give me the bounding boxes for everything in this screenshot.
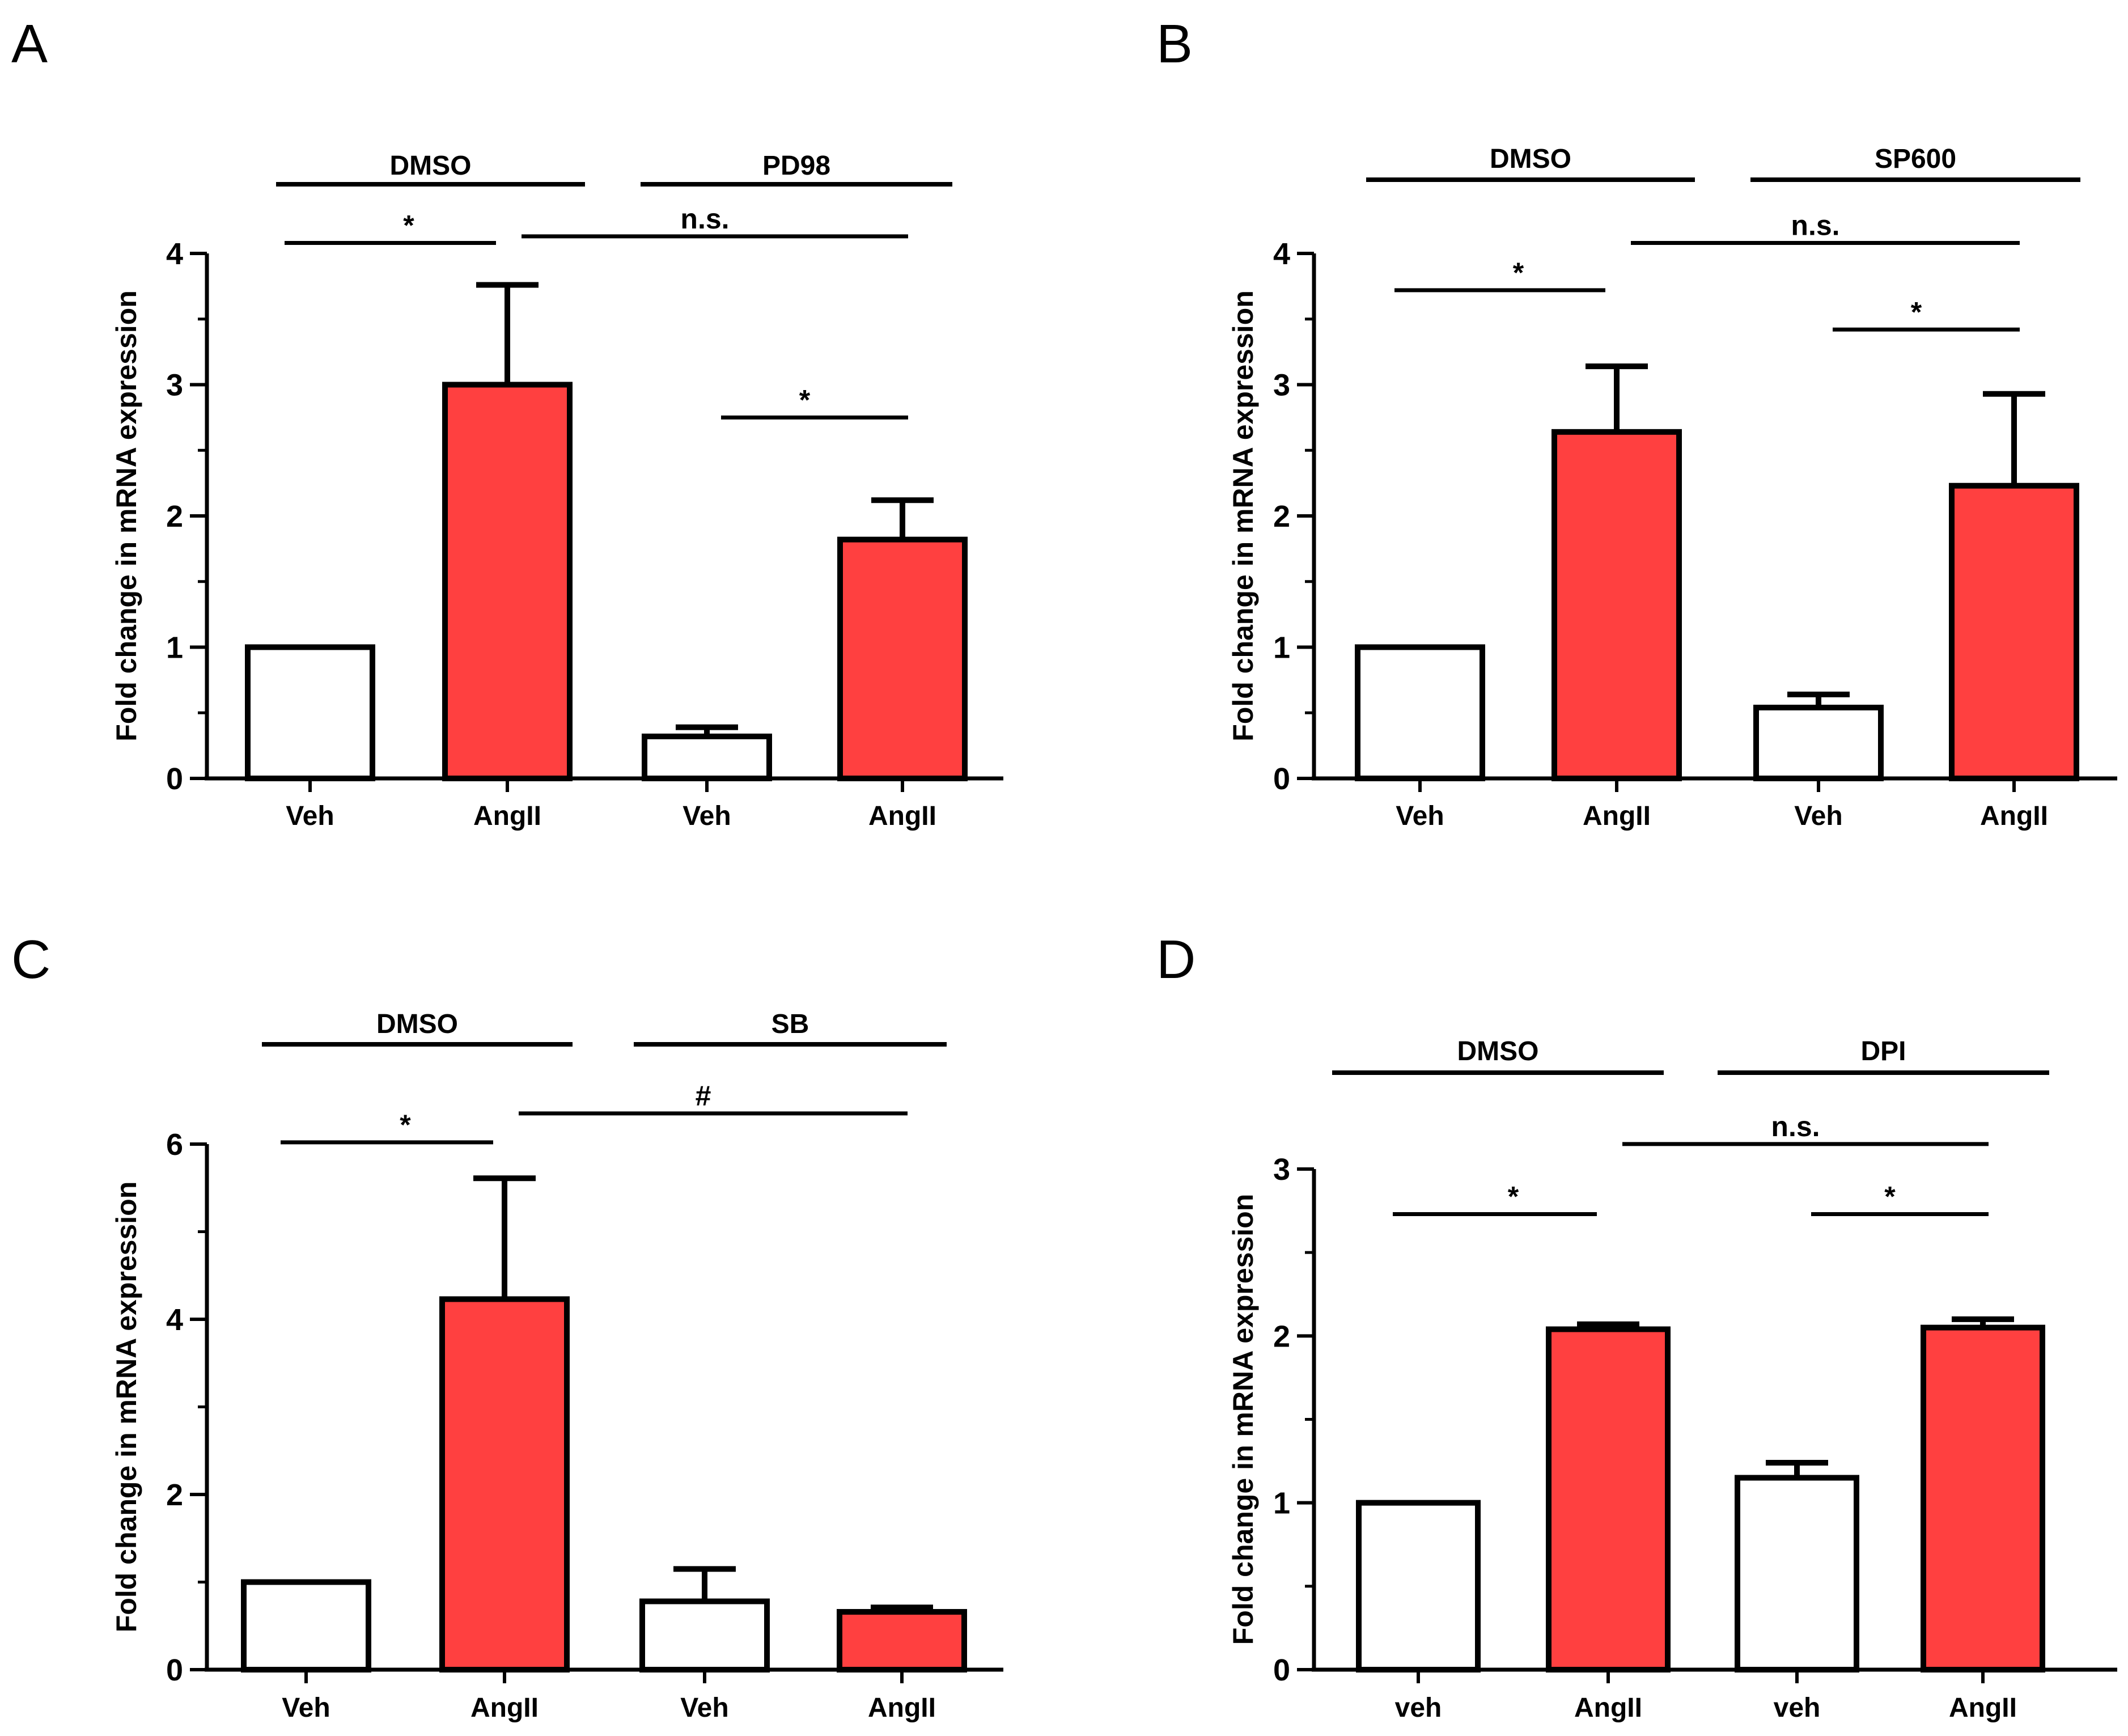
y-tick-label: 4 xyxy=(166,1303,183,1337)
x-category-label: AngII xyxy=(1980,801,2048,831)
panel-letter: C xyxy=(11,929,50,990)
y-axis-label: Fold change in mRNA expression xyxy=(111,290,142,742)
panel-c: C 0 2 4 6 Fold change in mRNA expression Veh An… xyxy=(11,929,1003,1723)
y-tick-label: 3 xyxy=(1273,369,1290,403)
panel-letter: A xyxy=(11,14,48,74)
x-category-label: veh xyxy=(1774,1693,1821,1723)
y-axis-label: Fold change in mRNA expression xyxy=(111,1182,142,1633)
bar xyxy=(1356,1500,1481,1673)
bar xyxy=(1921,1324,2045,1673)
panel-a: A 0 1 2 3 4 Fold change in mRNA expression Veh A… xyxy=(11,14,1003,831)
x-category-label: Veh xyxy=(680,1693,728,1723)
bar xyxy=(1355,644,1485,781)
significance-label: * xyxy=(400,1109,411,1141)
group-label: DMSO xyxy=(390,151,472,181)
x-category-label: AngII xyxy=(1574,1693,1642,1723)
x-category-label: Veh xyxy=(683,801,731,831)
group-label: SB xyxy=(771,1009,809,1039)
significance-label: * xyxy=(1508,1180,1519,1212)
x-category-label: Veh xyxy=(1396,801,1444,831)
bar xyxy=(1546,1326,1671,1673)
y-tick-label: 2 xyxy=(166,499,183,533)
y-tick-label: 2 xyxy=(166,1478,183,1512)
bar xyxy=(1735,1475,1859,1673)
bar xyxy=(837,1609,967,1673)
y-tick-label: 3 xyxy=(166,369,183,403)
x-category-label: veh xyxy=(1395,1693,1442,1723)
y-tick-label: 0 xyxy=(166,1653,183,1687)
y-tick-label: 1 xyxy=(166,631,183,665)
y-tick-label: 0 xyxy=(1273,1653,1290,1687)
x-category-label: AngII xyxy=(1949,1693,2017,1723)
group-label: DPI xyxy=(1860,1036,1906,1066)
bar xyxy=(442,382,573,781)
panel-letter: B xyxy=(1156,14,1193,74)
x-category-label: Veh xyxy=(286,801,334,831)
y-tick-label: 2 xyxy=(1273,1319,1290,1353)
x-category-label: Veh xyxy=(1794,801,1842,831)
x-category-label: AngII xyxy=(1583,801,1651,831)
bar xyxy=(642,733,772,782)
bar xyxy=(1753,704,1884,781)
y-tick-label: 6 xyxy=(166,1128,183,1162)
x-category-label: AngII xyxy=(470,1693,539,1723)
panel-b: B 0 1 2 3 4 Fold change in mRNA expression Veh A… xyxy=(1156,14,2117,831)
panel-letter: D xyxy=(1156,929,1196,990)
y-tick-label: 3 xyxy=(1273,1153,1290,1187)
y-tick-label: 1 xyxy=(1273,631,1290,665)
significance-label: * xyxy=(1884,1180,1896,1212)
y-tick-label: 0 xyxy=(166,762,183,796)
bar xyxy=(1552,429,1682,781)
y-axis-label: Fold change in mRNA expression xyxy=(1227,290,1259,742)
y-tick-label: 2 xyxy=(1273,499,1290,533)
x-category-label: AngII xyxy=(868,1693,936,1723)
bar xyxy=(439,1296,570,1673)
y-tick-label: 4 xyxy=(1273,237,1290,271)
significance-label: # xyxy=(696,1080,711,1112)
significance-label: n.s. xyxy=(680,203,729,235)
y-tick-label: 1 xyxy=(1273,1487,1290,1521)
group-label: SP600 xyxy=(1875,144,1956,174)
y-tick-label: 0 xyxy=(1273,762,1290,796)
group-label: DMSO xyxy=(376,1009,458,1039)
bar xyxy=(639,1598,770,1673)
significance-label: * xyxy=(1513,257,1524,289)
group-label: DMSO xyxy=(1457,1036,1539,1066)
bar xyxy=(1949,482,2079,781)
group-label: PD98 xyxy=(762,151,830,181)
group-label: DMSO xyxy=(1490,144,1571,174)
significance-label: * xyxy=(1911,296,1922,328)
bar xyxy=(245,644,375,781)
y-axis-label: Fold change in mRNA expression xyxy=(1227,1194,1259,1645)
x-category-label: AngII xyxy=(868,801,936,831)
bar xyxy=(837,536,968,781)
significance-label: * xyxy=(799,384,811,416)
y-tick-label: 4 xyxy=(166,237,183,271)
panel-d: D 0 1 2 3 Fold change in mRNA expression veh An… xyxy=(1156,929,2117,1723)
significance-label: n.s. xyxy=(1771,1111,1820,1142)
bar xyxy=(241,1579,371,1673)
x-category-label: Veh xyxy=(282,1693,330,1723)
significance-label: * xyxy=(403,209,414,241)
significance-label: n.s. xyxy=(1791,209,1839,241)
x-category-label: AngII xyxy=(473,801,541,831)
